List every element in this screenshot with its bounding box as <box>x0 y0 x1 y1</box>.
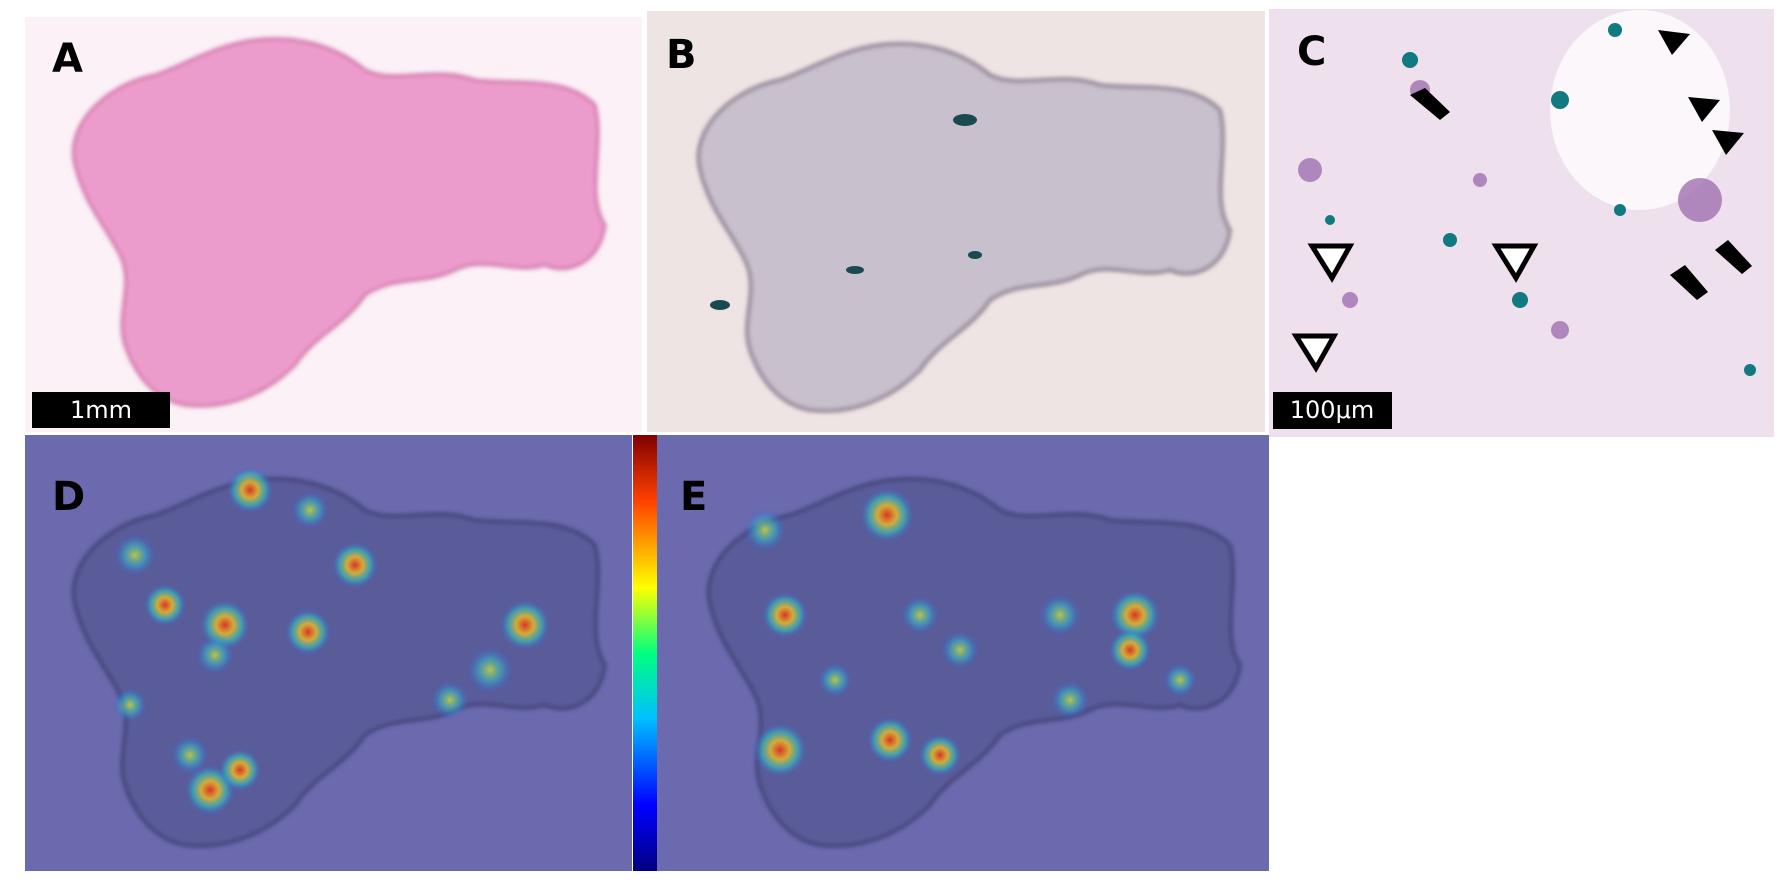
panel-label: B <box>666 32 697 78</box>
panel-d: D <box>25 435 632 871</box>
panel-label: E <box>680 474 707 520</box>
panel-c: 100μm C <box>1269 9 1774 437</box>
panel-label: D <box>52 474 85 520</box>
scale-bar <box>1273 392 1392 429</box>
panel-a: 1mm A <box>25 17 642 432</box>
scale-bar-label: 1mm <box>70 396 132 424</box>
scale-bar <box>32 392 170 428</box>
panel-e: E <box>657 435 1269 871</box>
panel-label: C <box>1297 29 1326 75</box>
scale-bar-label: 100μm <box>1290 396 1374 424</box>
colorbar <box>633 435 657 871</box>
panel-label: A <box>52 36 83 82</box>
panel-b: B <box>647 11 1265 432</box>
